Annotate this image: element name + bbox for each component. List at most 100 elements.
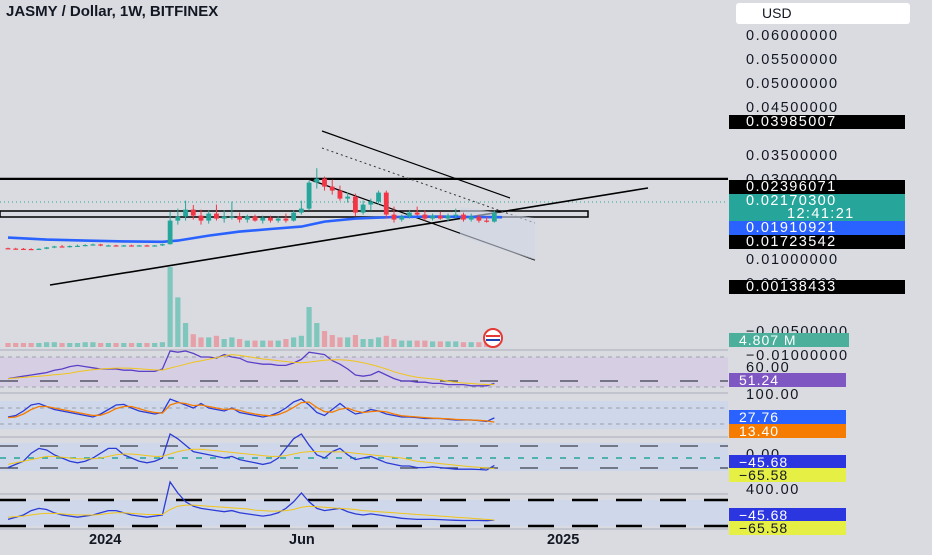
candle-body <box>105 245 111 247</box>
volume-bar <box>82 342 88 347</box>
volume-bar <box>51 342 57 347</box>
candle-body <box>198 215 204 221</box>
candle-body <box>414 212 420 215</box>
volume-bar <box>190 334 196 347</box>
volume-bar <box>260 340 266 347</box>
volume-bar <box>159 342 165 347</box>
volume-bar <box>406 340 413 347</box>
volume-bar <box>198 337 204 347</box>
volume-bar <box>244 340 250 347</box>
candle-body <box>51 246 57 248</box>
volume-bar <box>383 335 389 347</box>
x-axis-label: 2024 <box>89 532 122 548</box>
candle-body <box>353 196 358 213</box>
volume-bar <box>206 337 212 347</box>
candle-body <box>322 178 327 187</box>
volume-bar <box>152 343 158 347</box>
volume-bar <box>306 307 312 347</box>
channel-upper-line <box>321 130 511 199</box>
x-axis-label: 2025 <box>547 532 580 548</box>
volume-bar <box>229 337 235 347</box>
volume-bar <box>13 343 19 347</box>
volume-bar <box>98 343 104 347</box>
volume-bar <box>422 340 428 347</box>
price-tag: 0.03985007 <box>729 115 905 129</box>
volume-bar <box>430 341 436 347</box>
wr-axis-tick: 400.00 <box>746 482 800 498</box>
candle-body <box>67 246 73 248</box>
volume-bar <box>476 342 482 347</box>
event-marker-stripe <box>486 339 500 341</box>
x-axis-label: Jun <box>289 532 315 548</box>
volume-bar <box>221 339 227 347</box>
candle-body <box>175 216 181 221</box>
candle-body <box>306 182 312 209</box>
candle-body <box>453 214 459 216</box>
currency-selector[interactable]: USD <box>736 3 910 24</box>
y-axis-tick-label: 0.03500000 <box>746 148 839 164</box>
volume-bar <box>182 323 189 347</box>
candle-body <box>422 214 428 219</box>
candle-body <box>160 244 165 246</box>
volume-bar <box>437 341 443 347</box>
candle-body <box>75 245 80 247</box>
y-axis-tick-label: 0.01000000 <box>746 252 839 268</box>
volume-bar <box>213 335 220 347</box>
candle-body <box>298 208 304 213</box>
rsi-axis-tick: 60.00 <box>746 360 791 376</box>
y-axis-tick-label: 0.05500000 <box>746 52 839 68</box>
price-tag: 0.01910921 <box>729 221 905 235</box>
candle-body <box>260 217 266 221</box>
volume-bar <box>67 343 73 347</box>
volume-bar <box>90 342 96 347</box>
candle-body <box>167 220 173 245</box>
volume-bar <box>105 343 111 347</box>
candle-body <box>275 218 281 221</box>
volume-bar <box>275 340 281 347</box>
candle-body <box>206 213 212 221</box>
y-axis-tick-label: 0.06000000 <box>746 28 839 44</box>
candle-body <box>445 215 451 219</box>
volume-bar <box>445 341 451 347</box>
y-axis-tick-label: 0.04500000 <box>746 100 839 116</box>
volume-bar <box>267 340 274 347</box>
candle-body <box>28 249 34 251</box>
volume-bar <box>175 297 181 347</box>
wr-line <box>7 480 495 522</box>
volume-bar <box>121 343 127 347</box>
candle-body <box>437 215 443 219</box>
stoch-k-tag: 27.76 <box>729 410 846 424</box>
volume-bar <box>283 339 289 347</box>
stoch-d-line <box>7 401 495 423</box>
volume-bar <box>136 343 142 347</box>
y-axis-tick-label: 0.05000000 <box>746 76 839 92</box>
rsi-line <box>7 350 495 387</box>
event-marker-stripe <box>486 335 500 337</box>
volume-bar <box>237 339 243 347</box>
stoch-band <box>0 401 728 429</box>
price-tag: 0.00138433 <box>729 280 905 294</box>
candle-body <box>268 217 273 221</box>
candle-body <box>476 216 482 221</box>
volume-bar <box>144 343 150 347</box>
volume-bar <box>391 339 397 347</box>
candle-body <box>214 213 219 219</box>
candle-body <box>391 214 397 220</box>
volume-bar <box>453 341 459 347</box>
rsi-value-tag: 51.24 <box>729 373 846 387</box>
candle-body <box>461 214 466 220</box>
volume-bar <box>460 342 467 347</box>
candle-body <box>229 216 235 218</box>
volume-bar <box>291 337 297 347</box>
candle-body <box>113 245 119 247</box>
volume-bar <box>128 343 135 347</box>
volume-bar <box>44 342 50 347</box>
volume-bar <box>5 343 11 347</box>
volume-value-tag: 4.807 M <box>729 333 849 347</box>
candle-body <box>360 204 366 213</box>
volume-bar <box>252 340 258 347</box>
candle-body <box>59 246 65 248</box>
candle-body <box>345 196 351 199</box>
